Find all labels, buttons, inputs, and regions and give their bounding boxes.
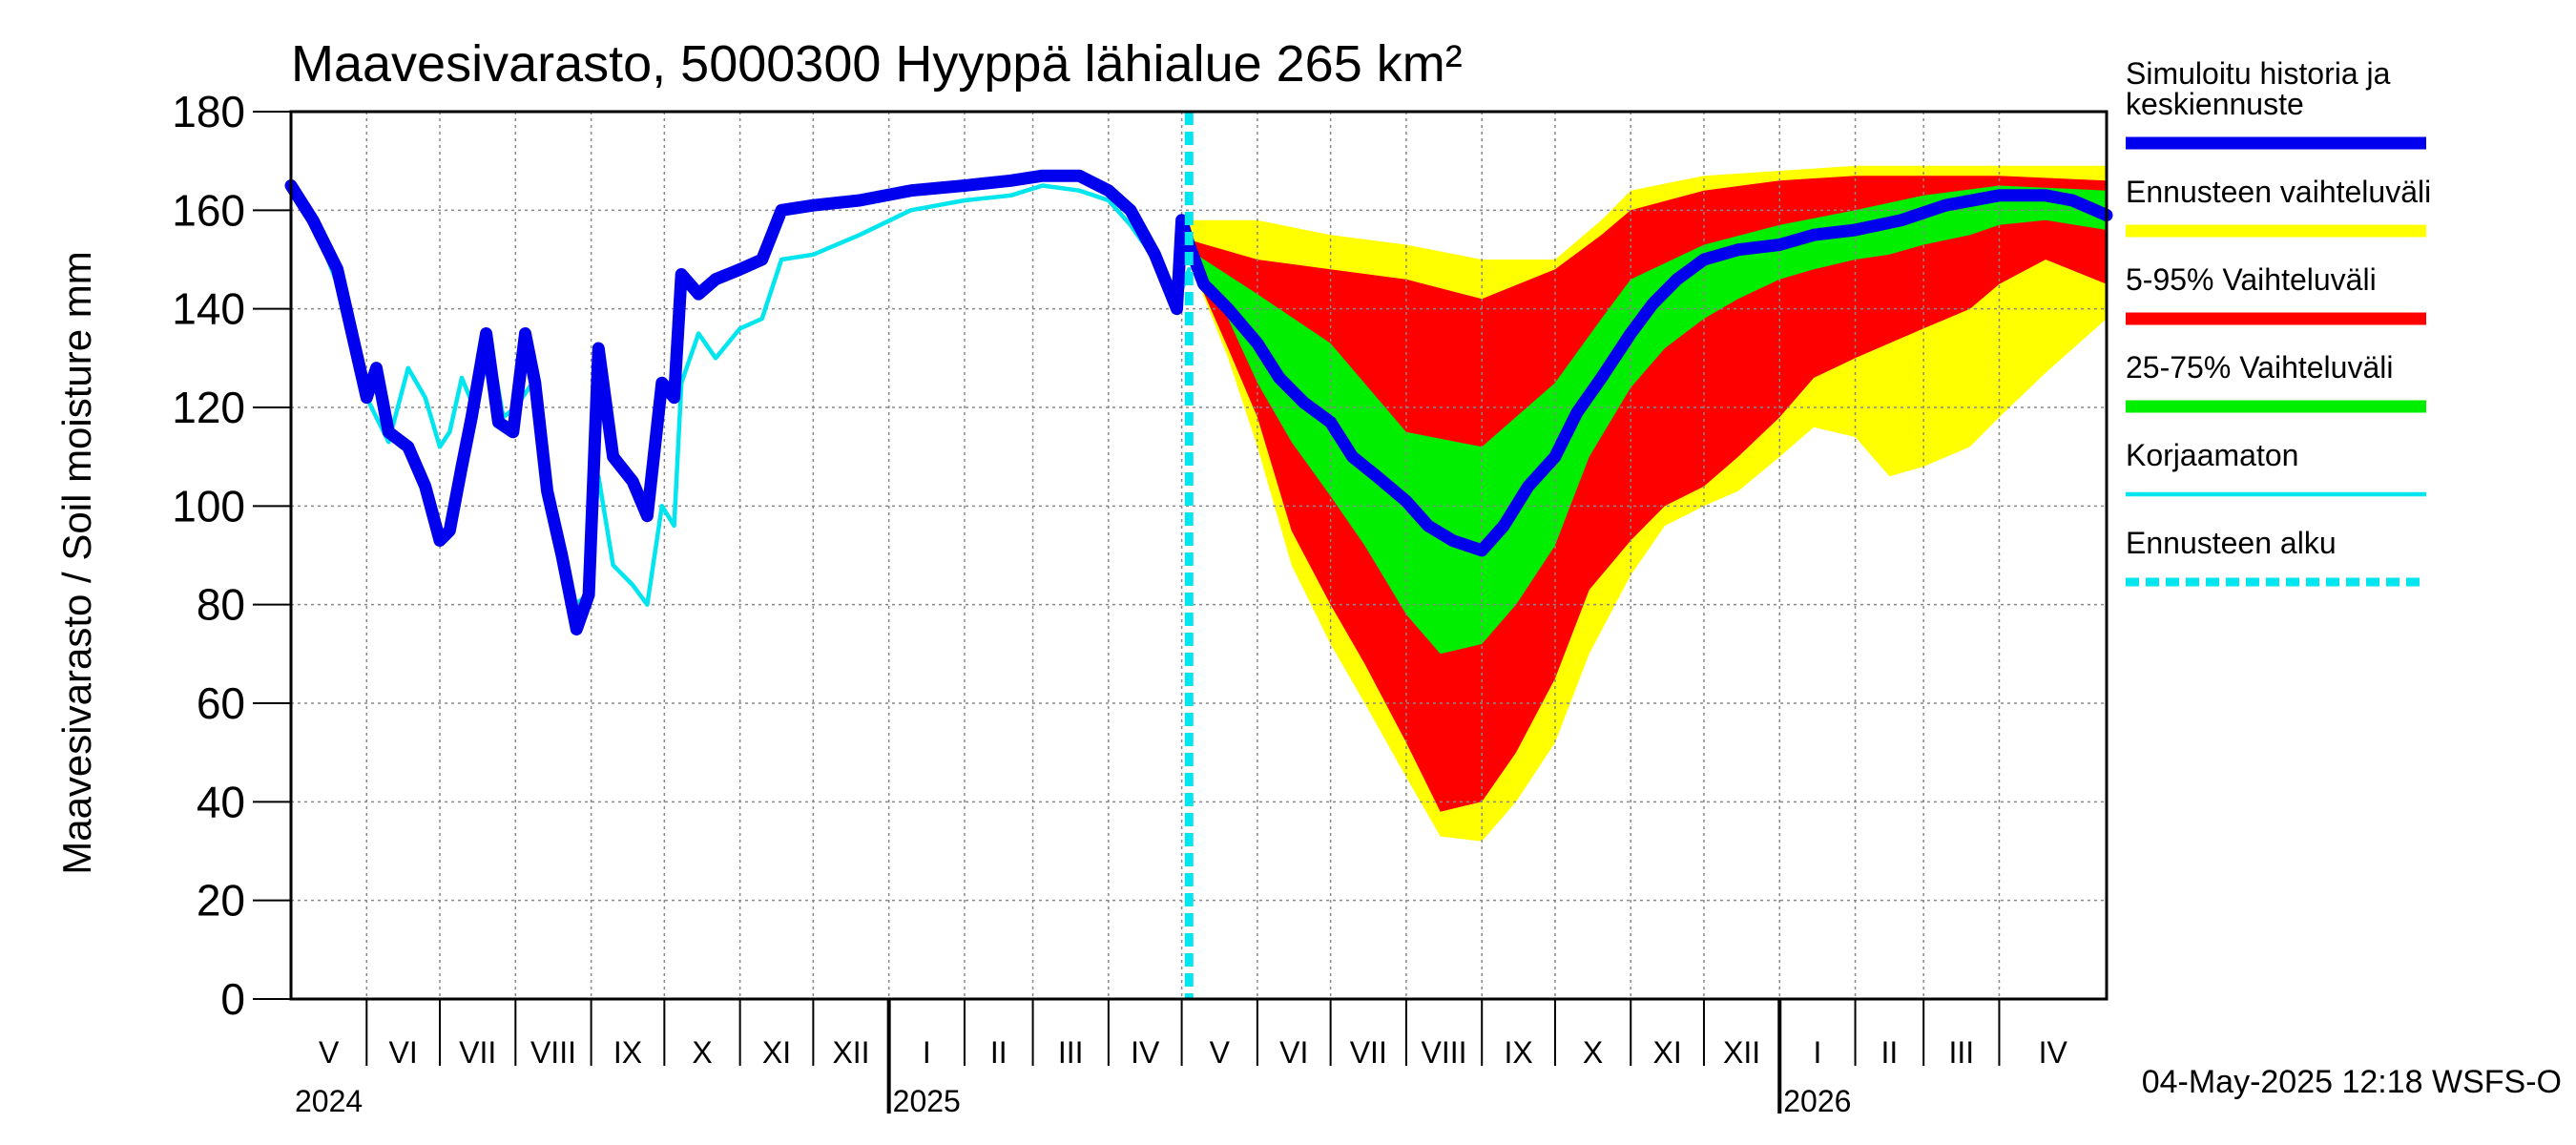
month-label: IX [613, 1035, 642, 1070]
y-tick-label: 100 [172, 481, 245, 531]
chart-title: Maavesivarasto, 5000300 Hyyppä lähialue … [291, 35, 1463, 93]
y-tick-label: 120 [172, 383, 245, 432]
month-label: III [1948, 1035, 1974, 1070]
series-line [284, 169, 2113, 635]
y-tick-label: 160 [172, 185, 245, 235]
month-label: XII [1723, 1035, 1760, 1070]
month-label: VII [1350, 1035, 1387, 1070]
month-label: XII [832, 1035, 869, 1070]
month-label: X [1583, 1035, 1603, 1070]
month-label: XI [762, 1035, 791, 1070]
month-label: VIII [530, 1035, 576, 1070]
legend-label: keskiennuste [2126, 87, 2304, 121]
y-tick-label: 40 [197, 777, 245, 826]
month-label: XI [1652, 1035, 1681, 1070]
legend-label: Simuloitu historia ja [2126, 56, 2391, 91]
timestamp: 04-May-2025 12:18 WSFS-O [2142, 1064, 2562, 1100]
band-area [1189, 176, 2107, 812]
y-tick-label: 20 [197, 876, 245, 926]
legend-label: Ennusteen vaihteluväli [2126, 175, 2431, 209]
month-label: VIII [1422, 1035, 1467, 1070]
y-tick-label: 140 [172, 284, 245, 334]
month-label: I [1813, 1035, 1821, 1070]
legend-label: Korjaamaton [2126, 438, 2298, 472]
month-label: VI [1279, 1035, 1308, 1070]
y-tick-label: 60 [197, 678, 245, 728]
month-label: IX [1504, 1035, 1532, 1070]
year-label: 2025 [893, 1084, 961, 1118]
y-axis-label: Maavesivarasto / Soil moisture mm [54, 251, 99, 875]
year-label: 2026 [1783, 1084, 1851, 1118]
band-area [1189, 185, 2107, 655]
month-label: II [1880, 1035, 1898, 1070]
month-label: VI [389, 1035, 418, 1070]
legend-label: 5-95% Vaihteluväli [2126, 262, 2377, 297]
legend-label: 25-75% Vaihteluväli [2126, 350, 2393, 385]
month-label: III [1058, 1035, 1084, 1070]
month-label: V [319, 1035, 340, 1070]
month-label: VII [459, 1035, 496, 1070]
month-label: IV [1131, 1035, 1160, 1070]
month-label: IV [2039, 1035, 2068, 1070]
legend-label: Ennusteen alku [2126, 526, 2337, 560]
month-label: II [990, 1035, 1008, 1070]
series-line [288, 183, 1192, 607]
month-label: X [692, 1035, 712, 1070]
year-label: 2024 [295, 1084, 363, 1118]
y-tick-label: 0 [220, 974, 245, 1024]
forecast-bands [1189, 165, 2107, 842]
y-tick-label: 80 [197, 580, 245, 630]
month-label: I [923, 1035, 931, 1070]
y-tick-label: 180 [172, 87, 245, 136]
series-lines [284, 112, 2113, 999]
month-label: V [1210, 1035, 1231, 1070]
plot-frame [289, 110, 2109, 1001]
